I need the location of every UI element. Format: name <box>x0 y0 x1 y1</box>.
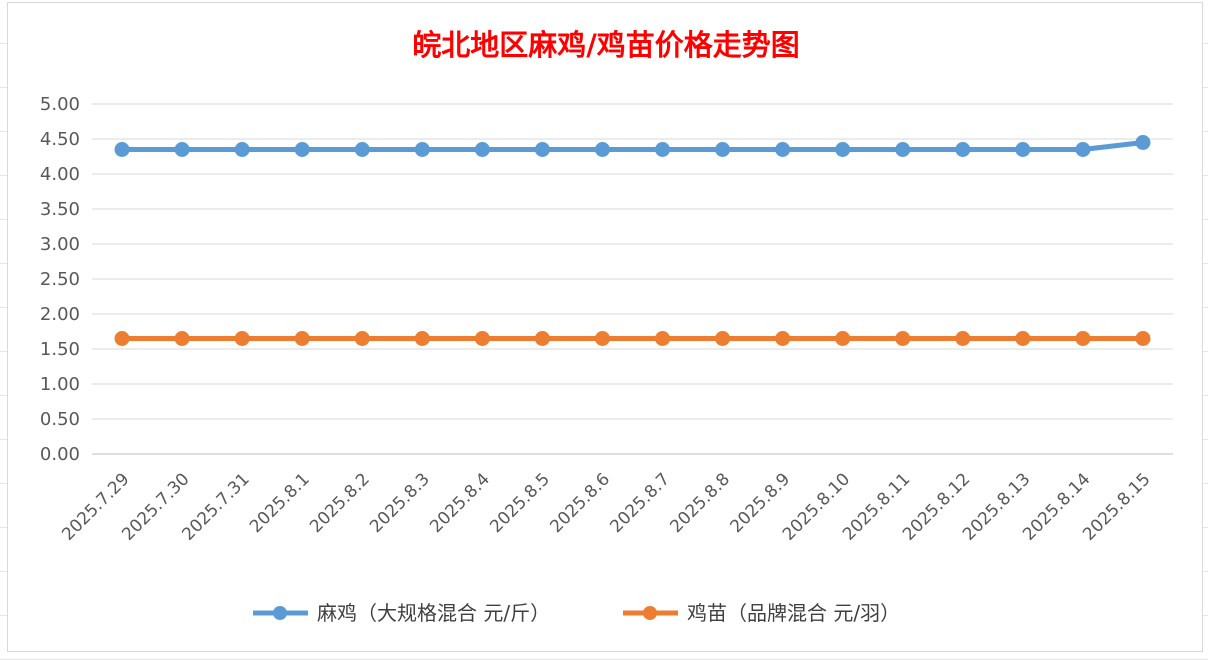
legend-label-series-1: 麻鸡（大规格混合 元/斤） <box>317 601 550 625</box>
data-point[interactable] <box>534 142 550 157</box>
data-point[interactable] <box>114 331 130 346</box>
y-tick-label: 1.00 <box>40 374 80 395</box>
legend-label-series-2: 鸡苗（品牌混合 元/羽） <box>687 601 900 625</box>
y-tick-label: 3.00 <box>40 234 80 255</box>
data-point[interactable] <box>955 331 971 346</box>
series-2 <box>114 331 1151 346</box>
y-axis-ticks: 0.00 0.50 1.00 1.50 2.00 2.50 3.00 3.50 4.00 4.50… <box>40 94 80 465</box>
data-point[interactable] <box>534 331 550 346</box>
chart-area[interactable]: 皖北地区麻鸡/鸡苗价格走势图 0.00 0.50 1.00 1.50 2.00 2.50 3… <box>7 2 1203 652</box>
data-point[interactable] <box>895 331 911 346</box>
legend: 麻鸡（大规格混合 元/斤） 鸡苗（品牌混合 元/羽） <box>253 601 900 625</box>
data-point[interactable] <box>655 331 671 346</box>
data-point[interactable] <box>594 142 610 157</box>
data-point[interactable] <box>1015 142 1031 157</box>
legend-dot-series-1 <box>273 606 287 620</box>
series-line <box>122 140 1144 152</box>
data-point[interactable] <box>1075 142 1091 157</box>
data-point[interactable] <box>294 142 310 157</box>
legend-dot-series-2 <box>643 606 657 620</box>
data-point[interactable] <box>414 142 430 157</box>
series-lines <box>114 135 1151 346</box>
x-tick-label: 2025.8.8 <box>666 469 734 537</box>
data-point[interactable] <box>1075 331 1091 346</box>
data-point[interactable] <box>594 331 610 346</box>
data-point[interactable] <box>114 142 130 157</box>
data-point[interactable] <box>955 142 971 157</box>
y-tick-label: 0.50 <box>40 409 80 430</box>
x-tick-label: 2025.8.1 <box>246 469 314 537</box>
x-tick-label: 2025.8.6 <box>546 469 614 537</box>
data-point[interactable] <box>1015 331 1031 346</box>
data-point[interactable] <box>715 142 731 157</box>
y-tick-label: 4.50 <box>40 129 80 150</box>
data-point[interactable] <box>354 142 370 157</box>
x-tick-label: 2025.8.7 <box>606 469 674 537</box>
data-point[interactable] <box>715 331 731 346</box>
x-axis-ticks: 2025.7.292025.7.302025.7.312025.8.12025.… <box>58 469 1154 544</box>
y-tick-label: 3.50 <box>40 199 80 220</box>
gridlines <box>92 103 1173 455</box>
y-tick-label: 4.00 <box>40 164 80 185</box>
data-point[interactable] <box>234 142 250 157</box>
data-point[interactable] <box>1135 331 1151 346</box>
y-tick-label: 2.00 <box>40 304 80 325</box>
data-point[interactable] <box>414 331 430 346</box>
y-tick-label: 2.50 <box>40 269 80 290</box>
chart-title: 皖北地区麻鸡/鸡苗价格走势图 <box>412 28 800 62</box>
x-tick-label: 2025.8.2 <box>306 469 374 537</box>
x-tick-label: 2025.8.3 <box>366 469 434 537</box>
y-tick-label: 0.00 <box>40 444 80 465</box>
series-1 <box>114 135 1151 157</box>
data-point[interactable] <box>354 331 370 346</box>
data-point[interactable] <box>835 331 851 346</box>
data-point[interactable] <box>174 142 190 157</box>
y-tick-label: 1.50 <box>40 339 80 360</box>
data-point[interactable] <box>895 142 911 157</box>
data-point[interactable] <box>775 331 791 346</box>
data-point[interactable] <box>1135 135 1151 150</box>
data-point[interactable] <box>474 331 490 346</box>
data-point[interactable] <box>294 331 310 346</box>
data-point[interactable] <box>655 142 671 157</box>
data-point[interactable] <box>234 331 250 346</box>
data-point[interactable] <box>174 331 190 346</box>
data-point[interactable] <box>474 142 490 157</box>
x-tick-label: 2025.8.5 <box>486 469 554 537</box>
line-chart: 皖北地区麻鸡/鸡苗价格走势图 0.00 0.50 1.00 1.50 2.00 2.50 3… <box>40 28 1173 625</box>
y-tick-label: 5.00 <box>40 94 80 115</box>
data-point[interactable] <box>835 142 851 157</box>
x-tick-label: 2025.8.4 <box>426 469 494 537</box>
data-point[interactable] <box>775 142 791 157</box>
